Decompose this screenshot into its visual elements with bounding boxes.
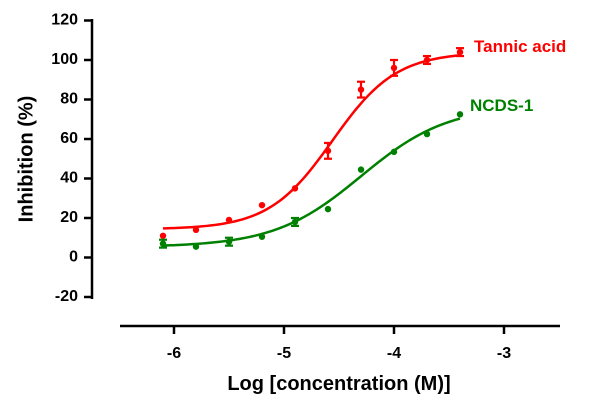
y-tick-label: 120 (51, 12, 78, 29)
x-tick-label: -4 (387, 345, 401, 362)
series-layer: Tannic acid NCDS-1 (159, 37, 566, 250)
y-tick-label: 20 (60, 209, 78, 226)
x-ticks: -6 -5 -4 -3 (167, 326, 511, 362)
axes: -20 0 20 40 60 80 100 120 -6 -5 -4 -3 (51, 12, 560, 362)
x-axis-title: Log [concentration (M)] (227, 373, 450, 395)
y-ticks: -20 0 20 40 60 80 100 120 (51, 12, 92, 305)
y-axis-title: Inhibition (%) (15, 96, 37, 223)
y-tick-label: -20 (55, 288, 78, 305)
data-point (159, 240, 167, 247)
data-point (456, 111, 464, 118)
data-point (258, 201, 266, 209)
data-point (291, 185, 299, 192)
fit-curve (162, 117, 461, 247)
x-tick-label: -3 (497, 345, 511, 362)
series-label: Tannic acid (474, 37, 566, 56)
data-point (225, 238, 233, 245)
x-tick-label: -5 (277, 345, 291, 362)
data-point (423, 56, 431, 64)
series-tannic-acid: Tannic acid (159, 37, 566, 239)
y-tick-label: 0 (69, 249, 78, 266)
data-point (258, 233, 266, 240)
data-point (192, 243, 200, 250)
series-label: NCDS-1 (470, 96, 533, 115)
y-tick-label: 80 (60, 91, 78, 108)
x-tick-label: -6 (167, 345, 181, 362)
data-point (390, 148, 398, 156)
fit-curve (162, 54, 461, 230)
data-point (192, 226, 200, 234)
data-point (357, 86, 365, 93)
series-ncds-1: NCDS-1 (159, 96, 533, 250)
data-point (159, 232, 167, 239)
y-tick-label: 40 (60, 170, 78, 187)
data-point (357, 166, 365, 173)
data-point (456, 48, 464, 56)
data-point (390, 64, 398, 72)
data-point (423, 130, 431, 138)
data-point (225, 216, 233, 224)
data-point (324, 205, 332, 213)
data-point (291, 218, 299, 226)
data-point (324, 147, 332, 155)
y-tick-label: 60 (60, 130, 78, 147)
y-tick-label: 100 (51, 51, 78, 68)
